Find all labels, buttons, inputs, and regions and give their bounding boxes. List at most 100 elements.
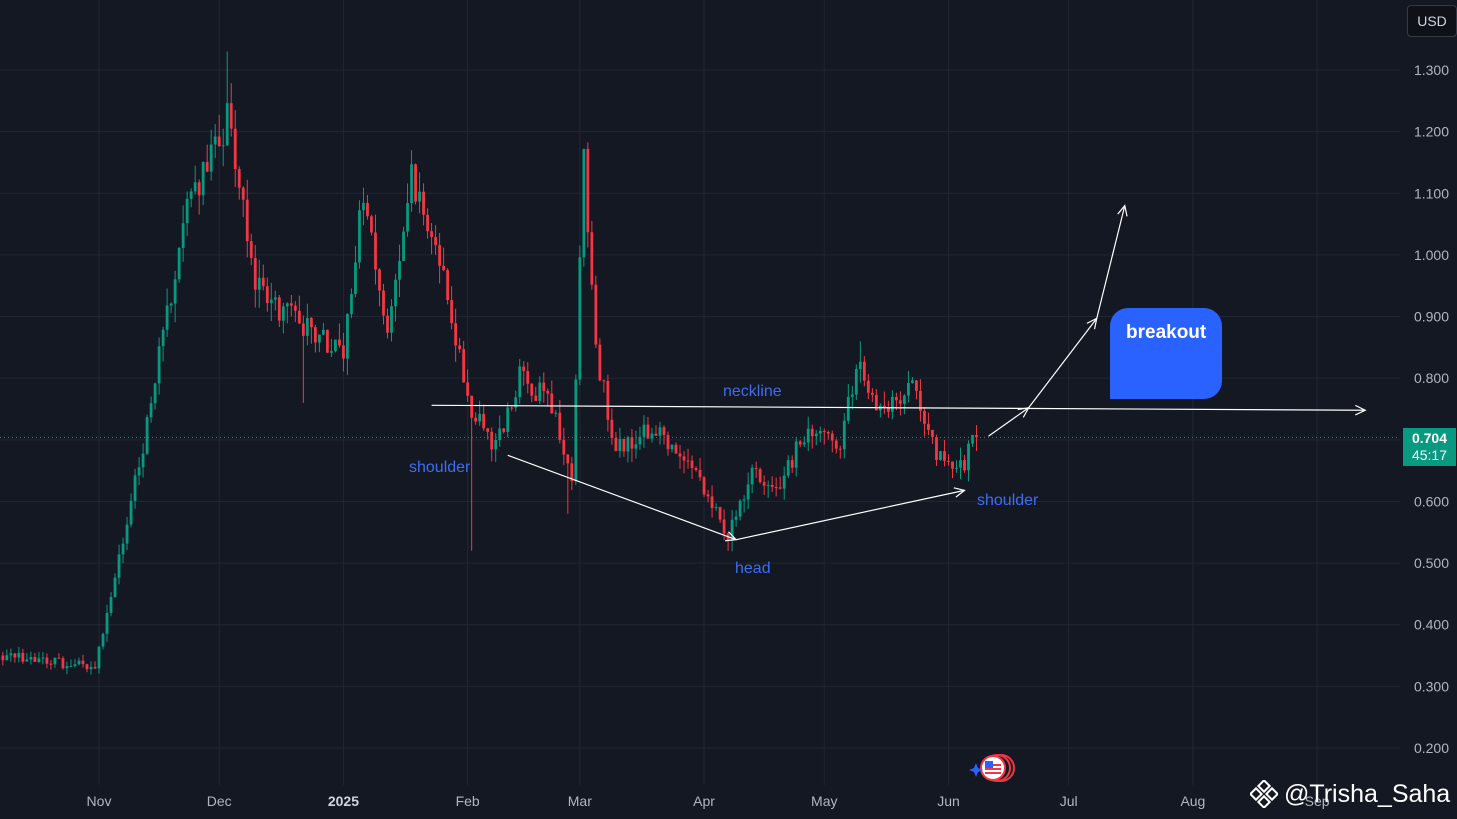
candle <box>554 410 558 418</box>
candle <box>37 652 41 664</box>
candle <box>378 268 381 307</box>
breakout-projection-path[interactable] <box>988 204 1128 437</box>
drawings[interactable]: neckline shoulder shoulder head <box>409 204 1367 577</box>
candle <box>273 290 277 311</box>
candle <box>670 444 674 453</box>
y-tick-label: 0.900 <box>1414 309 1449 325</box>
candle <box>778 476 782 490</box>
candle <box>370 214 373 236</box>
candle <box>309 317 313 344</box>
candle <box>542 372 546 403</box>
candle <box>418 172 421 214</box>
candle <box>201 161 205 206</box>
candlestick-series <box>1 51 978 675</box>
candle <box>830 430 834 453</box>
bar-countdown: 45:17 <box>1411 447 1448 463</box>
candle <box>49 659 53 670</box>
candle <box>594 275 598 349</box>
x-tick-label: Dec <box>207 793 232 809</box>
candle <box>710 485 714 518</box>
candle <box>526 362 530 394</box>
candle <box>510 406 514 412</box>
candle <box>101 632 105 650</box>
candle <box>674 442 678 454</box>
candle <box>975 425 978 451</box>
candle <box>682 451 686 474</box>
candle <box>197 179 201 215</box>
candle <box>161 326 165 362</box>
candle <box>494 433 498 463</box>
candle <box>474 412 478 425</box>
candle <box>798 439 802 448</box>
currency-button[interactable]: USD <box>1407 5 1457 37</box>
candle <box>77 657 81 666</box>
candle <box>678 445 682 469</box>
candle <box>25 653 29 662</box>
candle <box>963 454 966 473</box>
candle <box>846 384 850 424</box>
candle <box>686 448 690 469</box>
head-shoulders-path[interactable] <box>507 454 966 542</box>
candle <box>169 302 173 314</box>
breakout-callout[interactable]: breakout <box>1110 308 1222 399</box>
us-flag-event-icon[interactable] <box>968 753 1018 783</box>
candle <box>446 268 450 305</box>
last-price-value: 0.704 <box>1411 430 1448 446</box>
x-tick-label: Apr <box>693 793 715 809</box>
y-tick-label: 0.400 <box>1414 617 1449 633</box>
candle <box>249 233 253 266</box>
candle <box>746 472 750 510</box>
candle <box>21 648 25 664</box>
candle <box>662 425 666 445</box>
candle <box>301 315 305 403</box>
candle <box>718 506 722 523</box>
candle <box>374 214 377 285</box>
neckline-drawing[interactable] <box>431 404 1367 416</box>
arrow-head <box>1117 204 1128 217</box>
x-tick-label: Jul <box>1060 793 1078 809</box>
x-tick-label: Aug <box>1180 793 1205 809</box>
candle <box>410 150 413 212</box>
candle <box>117 544 121 585</box>
candle <box>770 476 774 493</box>
y-tick-label: 0.800 <box>1414 370 1449 386</box>
candle <box>903 393 906 415</box>
candle <box>899 391 902 416</box>
candle <box>634 430 638 459</box>
candle <box>818 426 822 443</box>
candle <box>959 447 962 480</box>
candle <box>870 388 874 402</box>
candle <box>947 454 950 466</box>
candle <box>442 247 446 272</box>
arrow-head <box>953 487 966 498</box>
candle <box>730 509 734 552</box>
candle <box>354 246 357 298</box>
candle <box>225 51 229 147</box>
candle <box>414 163 417 205</box>
y-tick-label: 1.200 <box>1414 124 1449 140</box>
y-tick-label: 1.000 <box>1414 247 1449 263</box>
candle <box>53 657 57 668</box>
candle <box>919 379 922 422</box>
candle <box>754 461 758 478</box>
candle <box>638 426 642 450</box>
y-tick-label: 1.100 <box>1414 185 1449 201</box>
candle <box>350 288 353 319</box>
candle <box>935 434 938 466</box>
candle <box>907 370 910 403</box>
candle <box>342 332 345 372</box>
candle <box>630 429 634 463</box>
candle <box>738 499 742 521</box>
candle <box>277 294 281 328</box>
time-axis[interactable]: Nov Dec 2025 Feb Mar Apr May Jun Jul Aug Sep <box>87 793 1330 809</box>
candle <box>221 128 225 167</box>
candle <box>41 651 45 665</box>
candle <box>450 286 454 330</box>
candle <box>518 358 522 404</box>
candle <box>57 653 61 659</box>
candle <box>217 114 221 147</box>
price-axis[interactable]: 1.300 1.200 1.100 1.000 0.900 0.800 0.600 0.500… <box>1414 62 1449 756</box>
candle <box>253 245 257 308</box>
candle <box>325 329 329 353</box>
